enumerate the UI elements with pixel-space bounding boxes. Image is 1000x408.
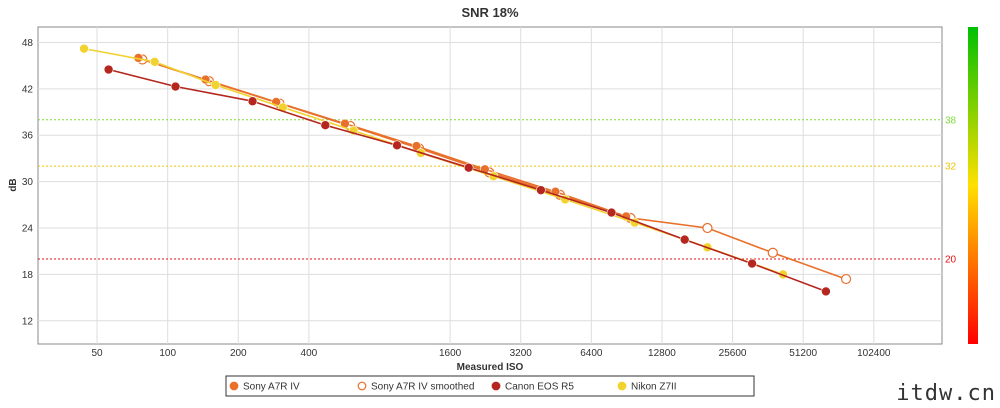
colorbar <box>968 27 978 344</box>
y-tick-label: 24 <box>22 224 34 235</box>
reference-line-label: 38 <box>945 115 957 126</box>
data-point[interactable] <box>79 43 89 54</box>
data-point[interactable] <box>767 247 778 258</box>
chart-title: SNR 18% <box>461 5 519 20</box>
reference-line-label: 32 <box>945 162 957 173</box>
x-axis-title: Measured ISO <box>457 362 524 373</box>
x-tick-label: 51200 <box>789 348 817 359</box>
data-point[interactable] <box>210 80 221 90</box>
legend-marker <box>229 381 239 391</box>
data-point[interactable] <box>821 286 831 297</box>
data-point[interactable] <box>702 222 713 234</box>
data-point[interactable] <box>536 185 546 195</box>
y-tick-label: 18 <box>22 270 34 281</box>
y-tick-label: 12 <box>22 316 34 327</box>
y-tick-label: 36 <box>22 131 34 142</box>
data-point[interactable] <box>320 120 331 130</box>
x-tick-label: 12800 <box>648 348 676 359</box>
data-point[interactable] <box>463 162 474 173</box>
data-point[interactable] <box>149 56 160 67</box>
y-tick-label: 42 <box>22 84 34 95</box>
legend-label: Canon EOS R5 <box>505 382 574 393</box>
data-point[interactable] <box>679 234 690 245</box>
x-tick-label: 400 <box>301 348 318 359</box>
x-tick-label: 6400 <box>580 348 603 359</box>
x-tick-label: 3200 <box>510 348 533 359</box>
legend-label: Sony A7R IV smoothed <box>371 382 474 393</box>
plot-area <box>37 26 943 345</box>
reference-line-label: 20 <box>945 254 957 265</box>
x-tick-label: 200 <box>230 348 247 359</box>
legend-label: Sony A7R IV <box>243 382 300 393</box>
legend-label: Nikon Z7II <box>631 382 677 393</box>
y-axis-title: dB <box>8 178 19 191</box>
legend-item[interactable]: Sony A7R IV smoothed <box>357 381 474 393</box>
data-point[interactable] <box>606 207 617 218</box>
y-axis-ticks: 12 18 24 30 36 42 48 <box>22 38 34 327</box>
y-tick-label: 48 <box>22 38 34 49</box>
data-point[interactable] <box>247 96 258 107</box>
x-tick-label: 50 <box>92 348 104 359</box>
data-point[interactable] <box>170 81 181 92</box>
legend-marker <box>491 381 501 391</box>
x-tick-label: 1600 <box>439 348 462 359</box>
x-tick-label: 102400 <box>857 348 891 359</box>
data-point[interactable] <box>840 273 852 285</box>
legend: Sony A7R IV Sony A7R IV smoothed Canon EOS… <box>229 381 677 393</box>
x-tick-label: 100 <box>159 348 176 359</box>
legend-item[interactable]: Canon EOS R5 <box>491 381 574 393</box>
data-point[interactable] <box>392 140 402 151</box>
legend-item[interactable]: Nikon Z7II <box>617 381 677 393</box>
data-point[interactable] <box>747 258 757 269</box>
series-group <box>79 43 852 297</box>
x-tick-label: 25600 <box>719 348 747 359</box>
legend-marker <box>617 381 627 391</box>
watermark-text: itdw.cn <box>896 381 996 406</box>
y-tick-label: 30 <box>22 177 34 188</box>
data-point[interactable] <box>103 64 114 75</box>
x-axis-ticks: 50 100 200 400 1600 3200 6400 12800 25600 51200 10… <box>92 348 891 359</box>
series-canon-eos-r5 <box>103 64 831 297</box>
legend-item[interactable]: Sony A7R IV <box>229 381 300 393</box>
legend-box <box>225 375 755 397</box>
legend-marker <box>357 381 367 391</box>
